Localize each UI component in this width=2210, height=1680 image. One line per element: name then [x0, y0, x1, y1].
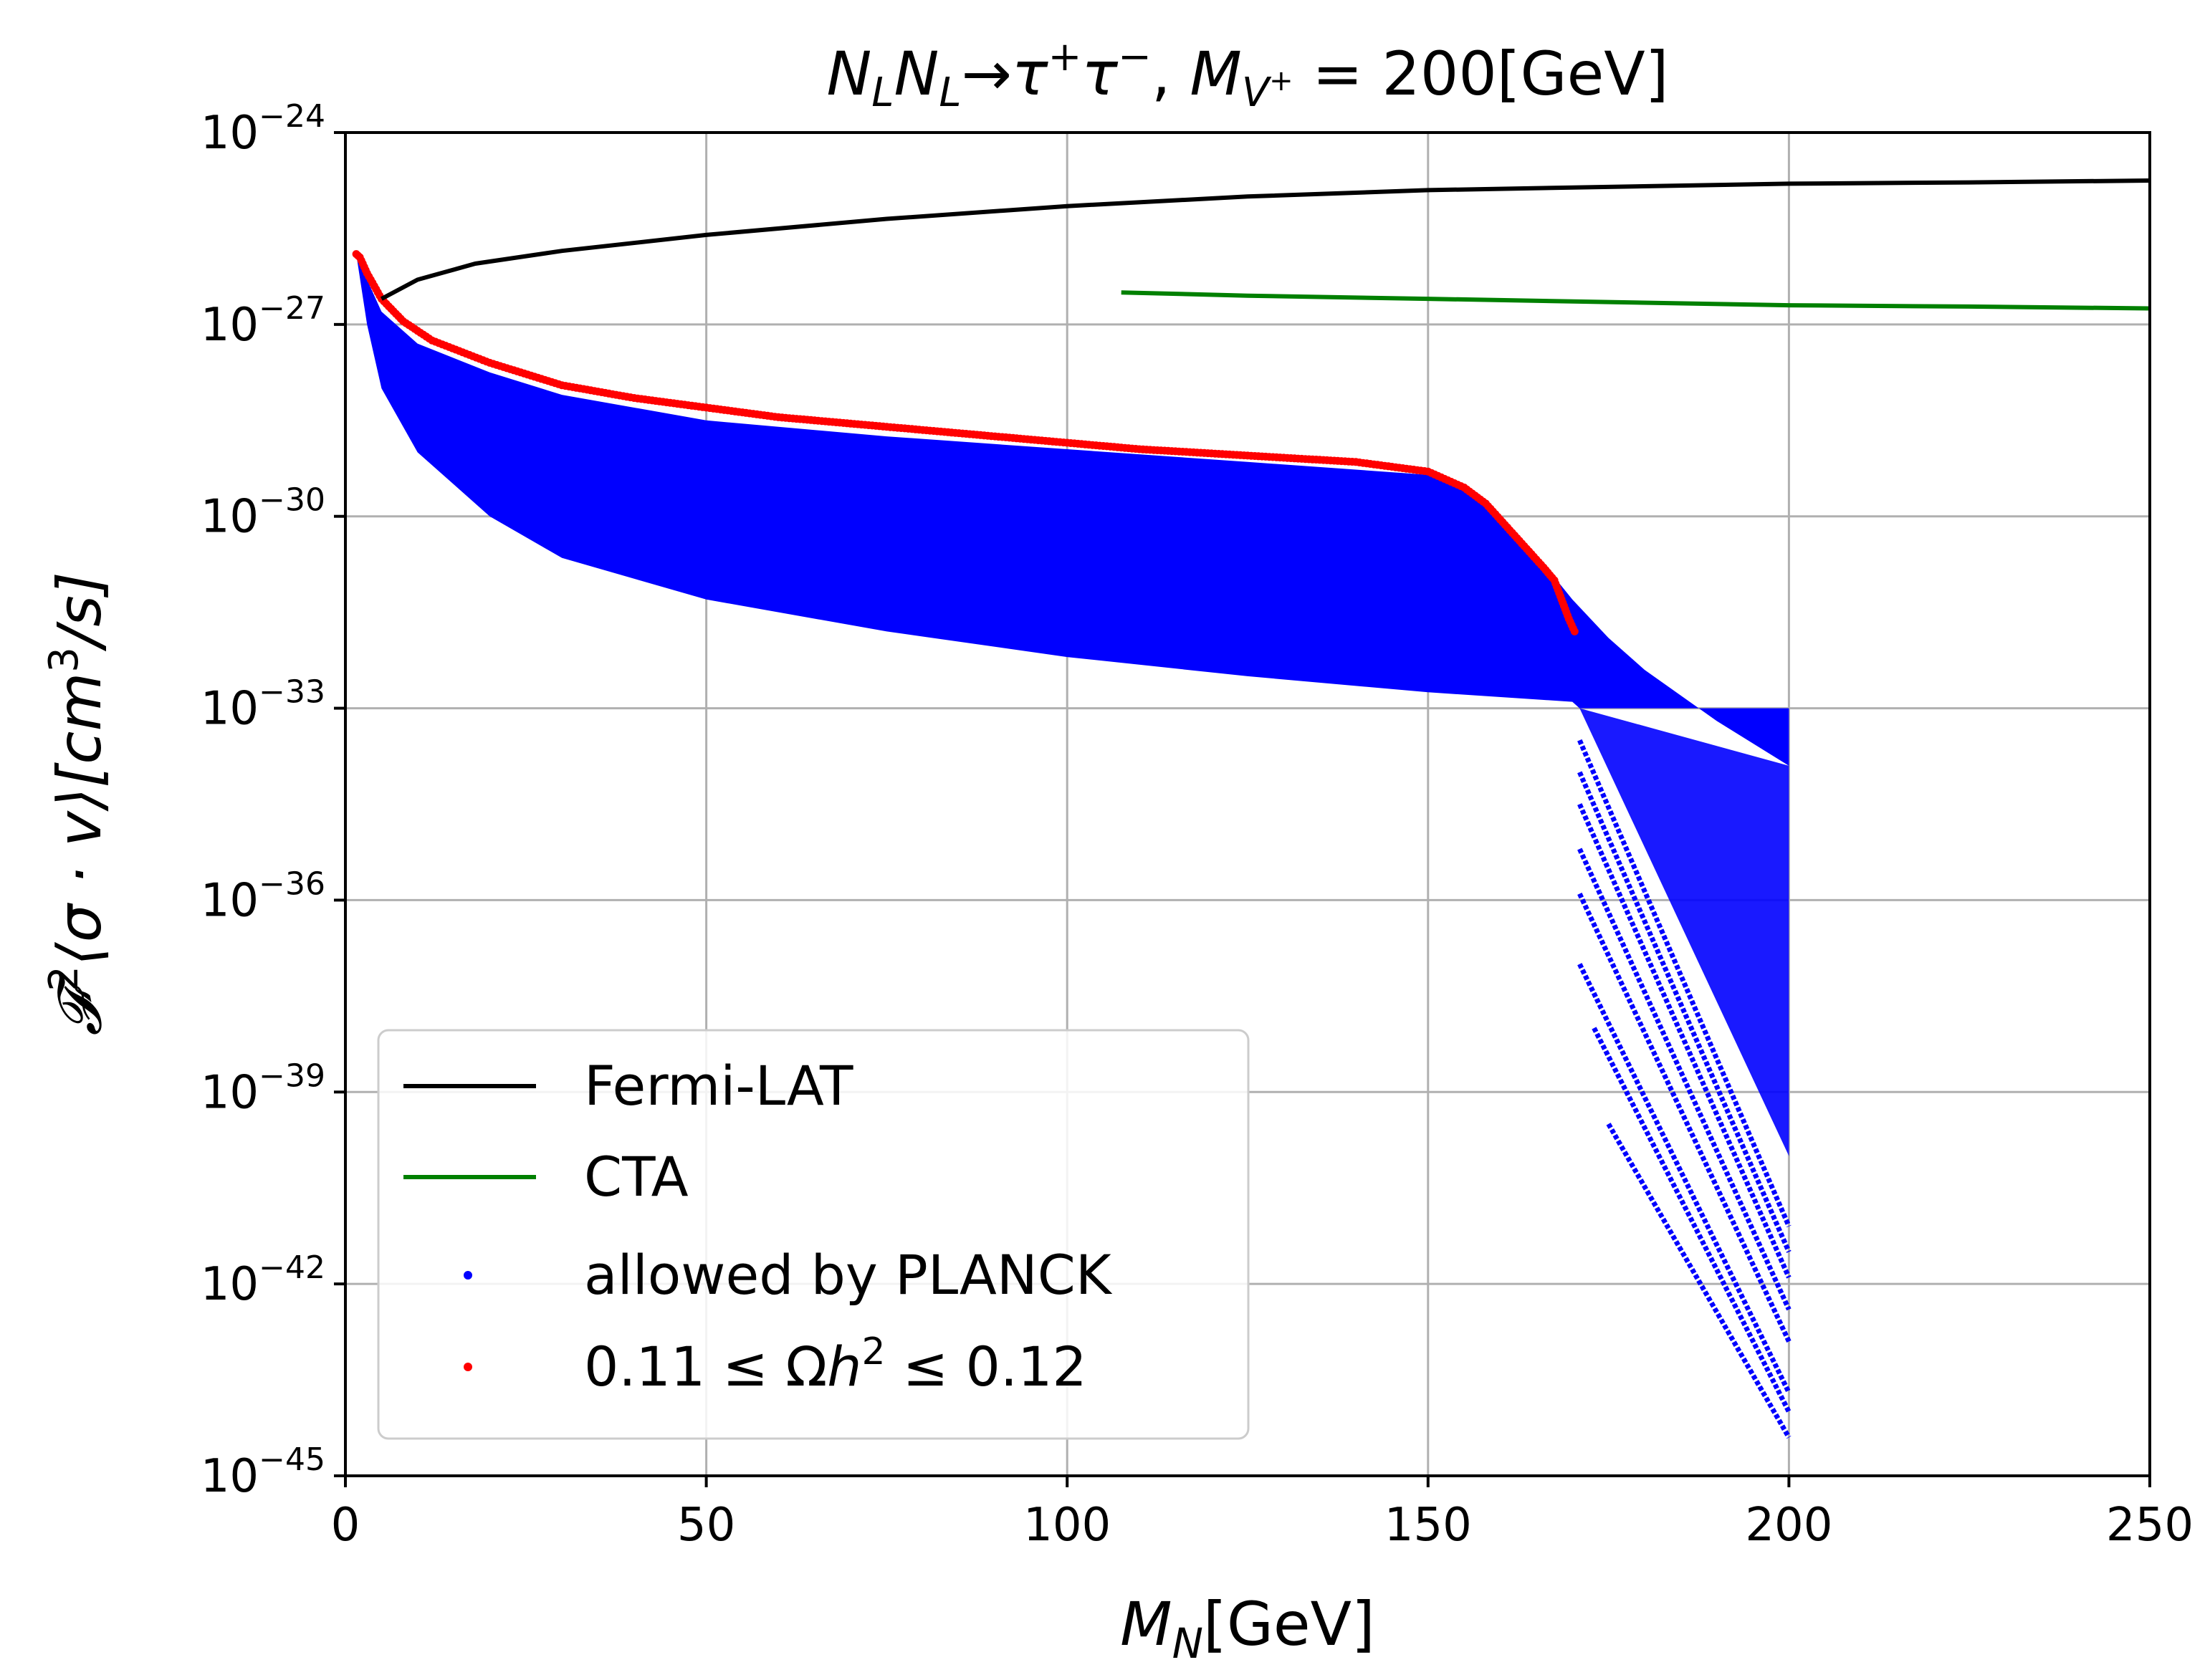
plot-frame	[344, 131, 2151, 1477]
y-tick-label: 10−30	[201, 482, 325, 544]
x-axis-title: MN[GeV]	[1120, 1589, 1375, 1668]
planck-streak	[1577, 771, 1792, 1253]
planck-streak	[1577, 893, 1792, 1343]
planck-streak	[1577, 803, 1792, 1279]
fermi-lat-line	[380, 178, 2150, 301]
y-axis-title: 𝓕2⟨σ · v⟩[cm3/s]	[41, 572, 115, 1036]
legend-box	[377, 1029, 1250, 1440]
legend-label-cta: CTA	[584, 1145, 689, 1209]
x-tick-label: 50	[677, 1499, 735, 1552]
legend-swatch-relic	[464, 1363, 472, 1371]
planck-band	[356, 254, 1789, 766]
x-tick-label: 100	[1023, 1499, 1111, 1552]
y-tick-label: 10−33	[201, 674, 325, 736]
legend-label-relic: 0.11 ≤ Ωh2 ≤ 0.12	[584, 1330, 1087, 1398]
x-tick-label: 200	[1745, 1499, 1832, 1552]
x-tick-label: 250	[2106, 1499, 2194, 1552]
planck-streak	[1577, 963, 1792, 1394]
y-tick-label: 10−42	[201, 1249, 325, 1311]
x-tick-label: 150	[1384, 1499, 1472, 1552]
x-ticks: 0 50 100 150 200 250	[331, 1476, 2194, 1552]
legend-label-fermi-lat: Fermi-LAT	[584, 1054, 853, 1118]
legend-label-planck: allowed by PLANCK	[584, 1243, 1113, 1307]
planck-tail-streaks	[1577, 739, 1792, 1439]
planck-streak	[1592, 1027, 1792, 1413]
data-layer	[352, 178, 2150, 1439]
y-tick-label: 10−39	[201, 1057, 325, 1119]
cta-line	[1121, 290, 2150, 311]
y-tick-label: 10−36	[201, 865, 325, 927]
relic-point	[1570, 627, 1579, 635]
y-ticks: 10−24 10−27 10−30 10−33 10−36 10−39 10−42 10−45	[201, 98, 345, 1503]
planck-tail-band	[1579, 708, 1789, 1156]
planck-streak	[1606, 1123, 1792, 1439]
planck-streak	[1577, 739, 1792, 1228]
chart-title: NLNL→τ+τ−, MV+ = 200[GeV]	[826, 34, 1668, 116]
legend-swatch-planck	[464, 1271, 472, 1280]
y-tick-label: 10−24	[201, 98, 325, 160]
legend: Fermi-LAT CTA allowed by PLANCK 0.11 ≤ Ω…	[377, 1029, 1250, 1440]
x-tick-label: 0	[331, 1499, 360, 1552]
planck-streak	[1577, 848, 1792, 1311]
y-tick-label: 10−27	[201, 290, 325, 352]
relic-density-points	[352, 250, 1579, 635]
y-tick-label: 10−45	[201, 1441, 325, 1503]
